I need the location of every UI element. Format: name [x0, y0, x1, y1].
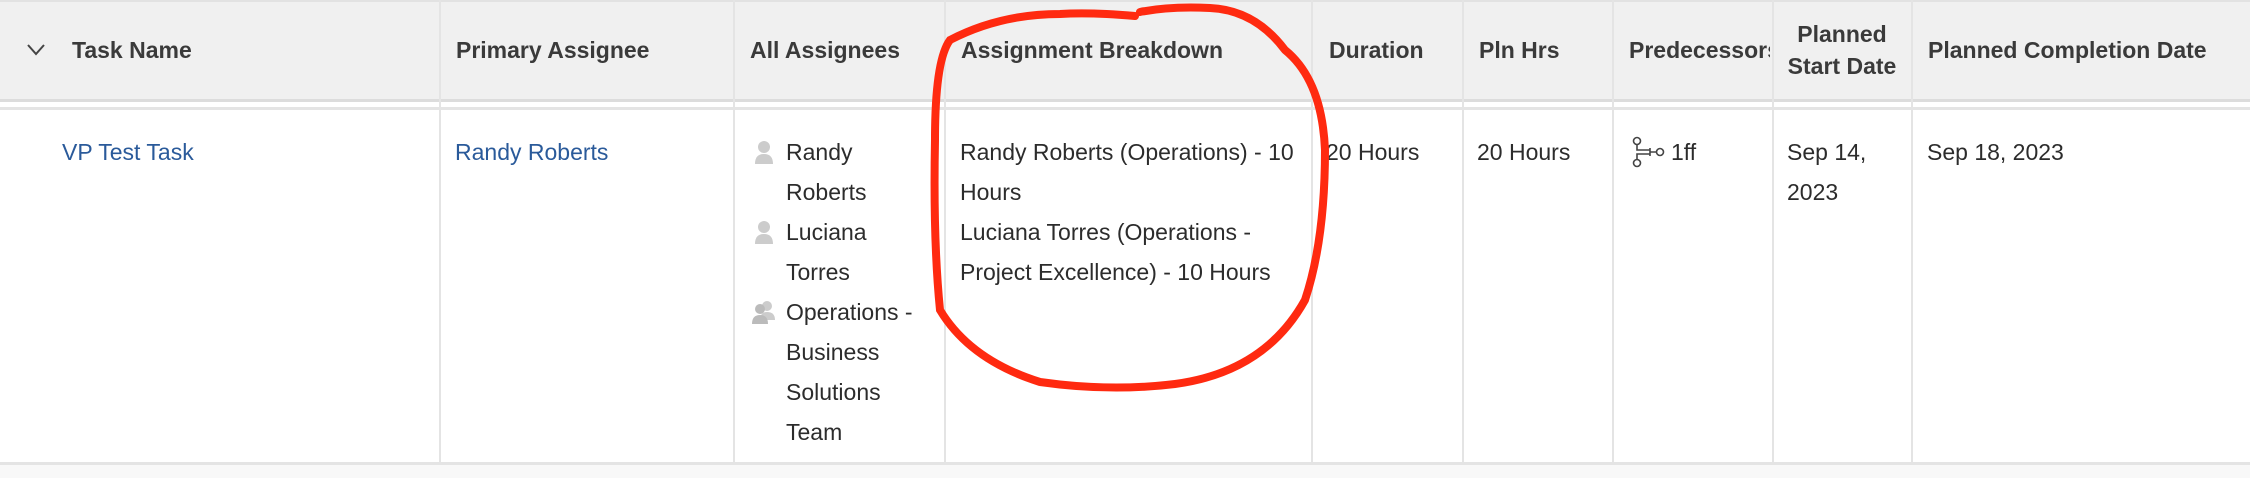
team-icon — [752, 301, 775, 324]
header-planned-start-date[interactable]: Planned Start Date — [1787, 20, 1897, 79]
user-icon — [755, 221, 773, 244]
header-planned-completion-date[interactable]: Planned Completion Date — [1928, 36, 2207, 63]
planned-start-date-value: Sep 14, 2023 — [1787, 139, 1867, 205]
column-divider[interactable] — [1911, 0, 1913, 462]
chevron-down-icon — [27, 43, 45, 56]
task-name-link[interactable]: VP Test Task — [62, 139, 194, 165]
header-task-name[interactable]: Task Name — [72, 36, 192, 63]
column-divider[interactable] — [1462, 0, 1464, 462]
assignee-item: Randy Roberts — [752, 132, 937, 212]
collapse-all-button[interactable] — [26, 0, 46, 99]
user-icon — [755, 141, 773, 164]
breakdown-line: Luciana Torres (Operations - Project Exc… — [960, 219, 1271, 285]
assignee-item: Operations - Business Solutions Team — [752, 292, 937, 452]
header-all-assignees[interactable]: All Assignees — [750, 36, 900, 63]
column-divider[interactable] — [1772, 0, 1774, 462]
assignee-item: Luciana Torres — [752, 212, 937, 292]
table-footer — [0, 462, 2250, 478]
column-divider[interactable] — [439, 0, 441, 462]
header-duration[interactable]: Duration — [1329, 36, 1424, 63]
column-divider[interactable] — [1311, 0, 1313, 462]
all-assignees-list: Randy Roberts Luciana Torres Operations … — [752, 132, 937, 452]
predecessor-icon — [1632, 136, 1665, 168]
column-divider[interactable] — [944, 0, 946, 462]
header-assignment-breakdown[interactable]: Assignment Breakdown — [961, 36, 1223, 63]
header-pln-hrs[interactable]: Pln Hrs — [1479, 36, 1560, 63]
planned-hours-value: 20 Hours — [1477, 139, 1571, 165]
primary-assignee-link[interactable]: Randy Roberts — [455, 139, 609, 165]
duration-value: 20 Hours — [1326, 139, 1420, 165]
predecessors-cell[interactable]: 1ff — [1632, 132, 1696, 172]
predecessors-value: 1ff — [1671, 139, 1697, 165]
header-primary-assignee[interactable]: Primary Assignee — [456, 36, 650, 63]
header-predecessors[interactable]: Predecessors — [1629, 36, 1770, 63]
column-divider[interactable] — [1612, 0, 1614, 462]
assignment-breakdown: Randy Roberts (Operations) - 10 Hours Lu… — [960, 132, 1305, 292]
column-divider[interactable] — [733, 0, 735, 462]
planned-completion-date-value: Sep 18, 2023 — [1927, 139, 2064, 165]
breakdown-line: Randy Roberts (Operations) - 10 Hours — [960, 139, 1294, 205]
